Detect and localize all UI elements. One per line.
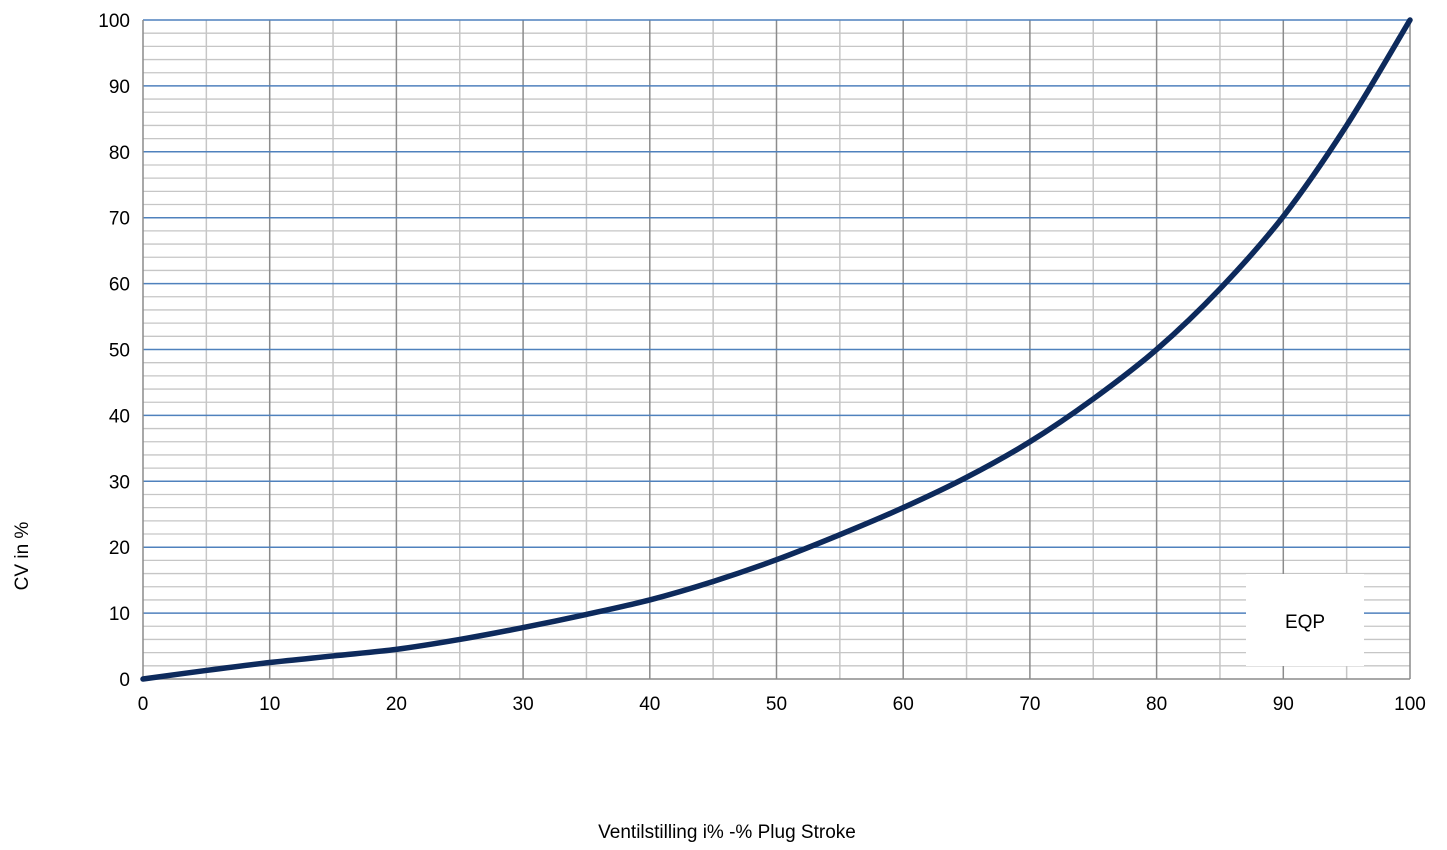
y-tick-label: 90 bbox=[109, 77, 130, 98]
y-axis-title: CV in % bbox=[12, 522, 33, 591]
x-axis-ticks: 0 10 20 30 40 50 60 70 80 90 100 bbox=[138, 694, 1426, 715]
x-tick-label: 100 bbox=[1394, 694, 1426, 715]
x-tick-label: 80 bbox=[1146, 694, 1167, 715]
legend-box bbox=[1246, 574, 1364, 666]
x-tick-label: 40 bbox=[639, 694, 660, 715]
x-axis-title: Ventilstilling i% -% Plug Stroke bbox=[598, 822, 856, 843]
y-tick-label: 100 bbox=[98, 11, 130, 32]
series-layer bbox=[140, 17, 1413, 682]
legend: EQP bbox=[1246, 574, 1364, 666]
x-tick-label: 60 bbox=[893, 694, 914, 715]
y-tick-label: 20 bbox=[109, 538, 130, 559]
y-tick-label: 80 bbox=[109, 143, 130, 164]
x-tick-label: 50 bbox=[766, 694, 787, 715]
x-tick-label: 90 bbox=[1273, 694, 1294, 715]
y-axis-ticks: 0 10 20 30 40 50 60 70 80 90 100 bbox=[98, 11, 130, 691]
x-tick-label: 0 bbox=[138, 694, 149, 715]
y-tick-label: 50 bbox=[109, 341, 130, 362]
legend-series-label: EQP bbox=[1285, 612, 1325, 633]
y-tick-label: 70 bbox=[109, 209, 130, 230]
y-tick-label: 40 bbox=[109, 406, 130, 427]
major-y-gridlines bbox=[143, 19, 1410, 614]
y-tick-label: 30 bbox=[109, 472, 130, 493]
x-tick-label: 10 bbox=[259, 694, 280, 715]
y-tick-label: 60 bbox=[109, 275, 130, 296]
x-tick-label: 20 bbox=[386, 694, 407, 715]
x-tick-label: 30 bbox=[513, 694, 534, 715]
y-tick-label: 10 bbox=[109, 604, 130, 625]
series-line bbox=[140, 17, 1413, 682]
y-tick-label: 0 bbox=[119, 670, 130, 691]
x-tick-label: 70 bbox=[1019, 694, 1040, 715]
